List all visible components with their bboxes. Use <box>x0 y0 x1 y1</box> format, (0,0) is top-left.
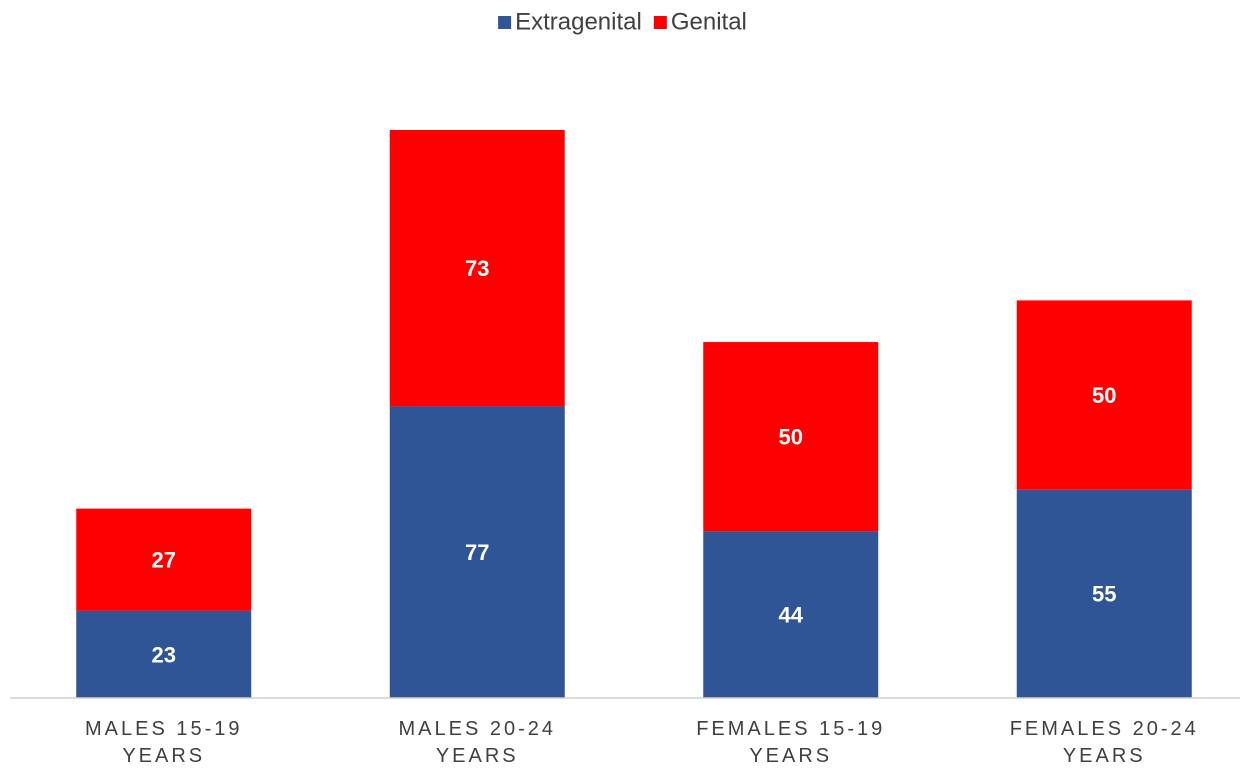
data-label: 44 <box>779 603 804 628</box>
bar-segment <box>389 130 565 407</box>
data-label: 50 <box>1092 383 1116 408</box>
data-label: 77 <box>465 540 489 565</box>
bar-segment <box>703 531 879 698</box>
legend-label: Genital <box>671 8 747 35</box>
x-tick-label: MALES 15-19 YEARS <box>84 718 243 767</box>
x-tick-label: FEMALES 20-24 YEARS <box>1009 718 1199 767</box>
data-label: 23 <box>152 642 176 667</box>
bar-segment <box>389 406 565 698</box>
x-tick-label: FEMALES 15-19 YEARS <box>696 718 886 767</box>
bar-segment <box>76 610 252 698</box>
legend-swatch <box>498 16 512 29</box>
bar-segment <box>703 342 879 532</box>
bar-segment <box>1016 489 1192 698</box>
x-tick-label: MALES 20-24 YEARS <box>398 718 556 767</box>
bar-segment <box>76 508 252 611</box>
legend-label: Extragenital <box>515 8 642 35</box>
bar-segment <box>1016 300 1192 490</box>
data-label: 55 <box>1092 582 1116 607</box>
data-label: 27 <box>152 548 176 573</box>
legend-swatch <box>653 16 667 29</box>
data-label: 73 <box>465 256 489 281</box>
data-label: 50 <box>779 425 803 450</box>
